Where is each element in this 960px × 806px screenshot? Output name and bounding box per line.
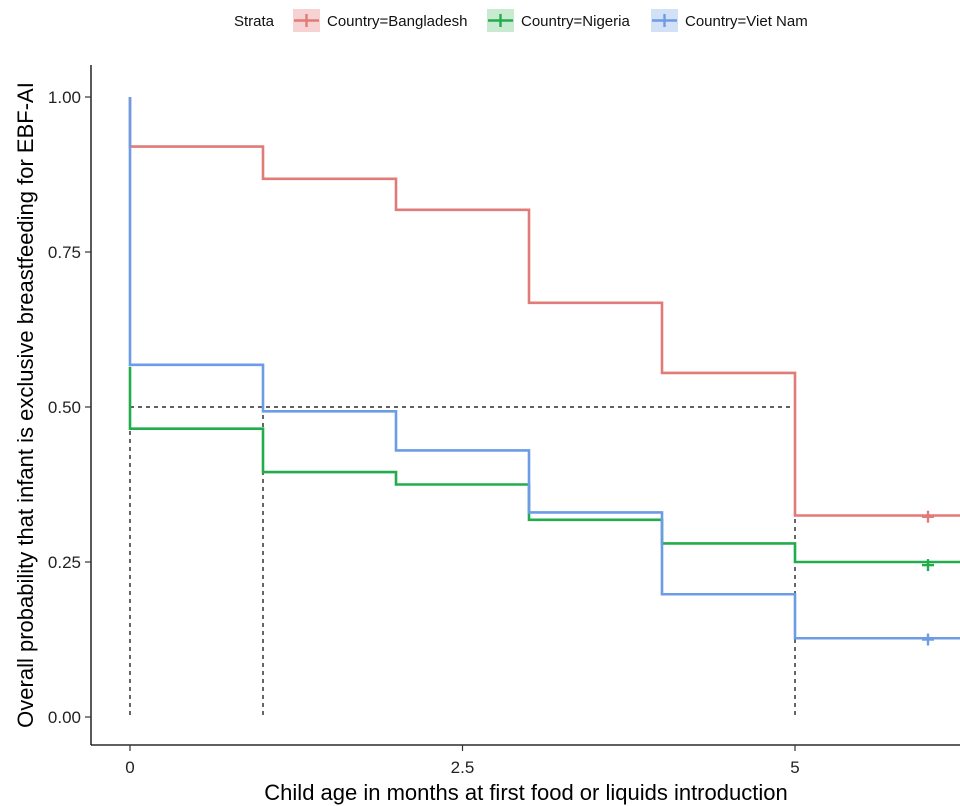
- legend-item: Country=Bangladesh: [293, 9, 468, 32]
- y-axis-title: Overall probability that infant is exclu…: [13, 82, 38, 728]
- y-tick-label: 0.25: [48, 553, 81, 572]
- x-tick-label: 5: [790, 758, 799, 777]
- series-line-1: [128, 366, 960, 564]
- legend-label: Country=Bangladesh: [327, 13, 468, 30]
- x-axis-title: Child age in months at first food or liq…: [264, 780, 787, 805]
- y-tick-label: 0.75: [48, 243, 81, 262]
- legend-item: Country=Nigeria: [487, 9, 630, 32]
- y-tick-label: 1.00: [48, 88, 81, 107]
- reference-lines: [129, 406, 796, 717]
- y-tick-label: 0.50: [48, 398, 81, 417]
- legend: Strata Country=Bangladesh Country=Nigeria…: [234, 9, 808, 32]
- y-tick-label: 0.00: [48, 708, 81, 727]
- series-layer: [128, 97, 960, 646]
- legend-label: Country=Nigeria: [521, 13, 630, 30]
- x-tick-label: 2.5: [451, 758, 475, 777]
- series-line-0: [128, 97, 960, 517]
- legend-item: Country=Viet Nam: [651, 9, 808, 32]
- legend-title: Strata: [234, 13, 275, 30]
- series-line-2: [128, 97, 960, 640]
- legend-label: Country=Viet Nam: [685, 13, 808, 30]
- axes: 0 2.5 5 0.00 0.25 0.50 0.75 1.00: [48, 65, 960, 777]
- x-tick-label: 0: [125, 758, 134, 777]
